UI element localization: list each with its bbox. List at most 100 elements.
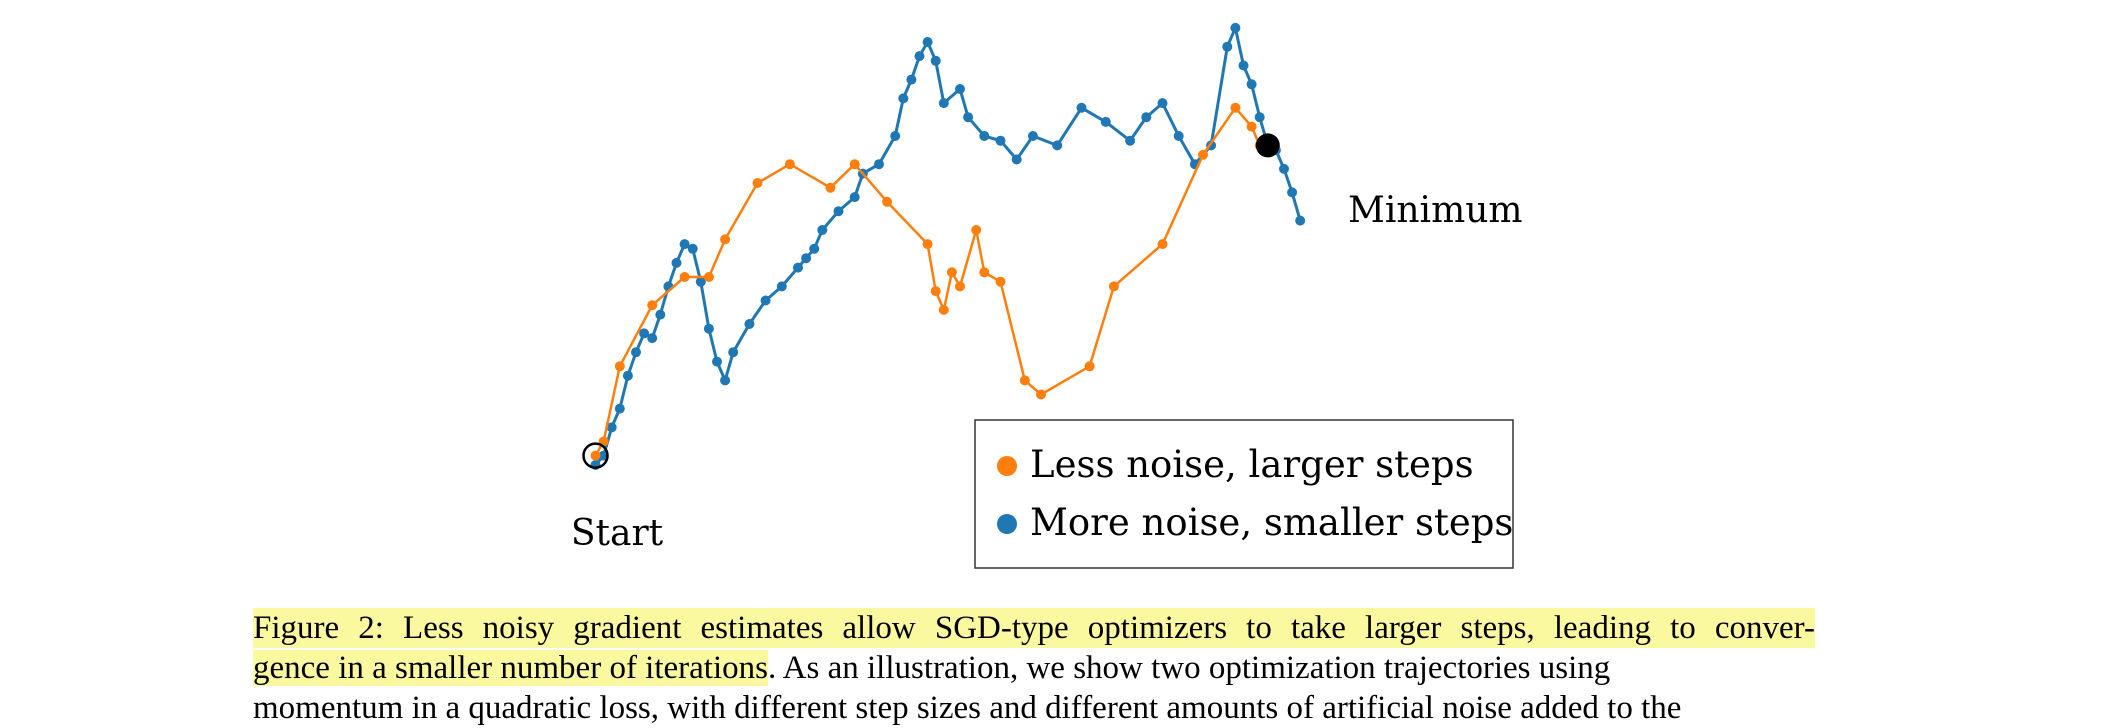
- more-noise-point: [720, 375, 731, 386]
- more-noise-point: [1125, 135, 1136, 146]
- less-noise-point: [784, 159, 795, 170]
- more-noise-point: [606, 422, 617, 433]
- less-noise-point: [590, 450, 601, 461]
- figure-caption: Figure 2: Less noisy gradient estimates …: [253, 608, 1815, 728]
- more-noise-point: [1157, 98, 1168, 109]
- more-noise-point: [695, 276, 706, 287]
- more-noise-point: [1238, 60, 1249, 71]
- more-noise-point: [801, 253, 812, 264]
- more-noise-point: [849, 192, 860, 203]
- more-noise-point: [922, 37, 933, 47]
- less-noise-point: [720, 234, 731, 245]
- more-noise-point: [679, 239, 690, 250]
- more-noise-point: [622, 370, 633, 381]
- more-noise-line: [594, 26, 1302, 466]
- more-noise-point: [631, 347, 641, 358]
- less-noise-point: [946, 267, 957, 278]
- less-noise-point: [1230, 102, 1241, 113]
- less-noise-point: [938, 304, 949, 315]
- less-noise-point: [922, 239, 933, 250]
- less-noise-point: [614, 361, 625, 372]
- more-noise-point: [963, 112, 974, 123]
- less-noise-point: [1036, 389, 1046, 400]
- less-noise-point: [647, 300, 658, 311]
- series-less-noise: [590, 102, 1273, 461]
- trajectory-figure: Start Minimum Less noise, larger steps M…: [571, 22, 1523, 569]
- more-noise-point: [914, 51, 925, 62]
- more-noise-point: [647, 333, 658, 344]
- minimum-label: Minimum: [1348, 190, 1523, 231]
- less-noise-point: [1246, 121, 1257, 132]
- more-noise-point: [776, 281, 787, 292]
- less-noise-point: [882, 196, 893, 207]
- legend-marker-less-noise: [997, 456, 1017, 476]
- less-noise-point: [752, 178, 763, 188]
- more-noise-point: [760, 295, 771, 306]
- legend-marker-more-noise: [997, 514, 1017, 534]
- less-noise-point: [679, 272, 690, 282]
- more-noise-point: [1011, 154, 1022, 165]
- less-noise-point: [1084, 361, 1095, 372]
- more-noise-point: [809, 243, 820, 254]
- more-noise-point: [1254, 112, 1265, 123]
- more-noise-point: [1279, 163, 1289, 174]
- more-noise-point: [671, 257, 682, 268]
- more-noise-point: [655, 309, 666, 320]
- more-noise-point: [930, 55, 941, 66]
- more-noise-point: [703, 323, 714, 334]
- more-noise-point: [1222, 41, 1233, 52]
- more-noise-point: [995, 135, 1006, 146]
- more-noise-point: [955, 84, 965, 94]
- less-noise-point: [1198, 149, 1208, 160]
- less-noise-point: [971, 225, 982, 235]
- more-noise-point: [1141, 112, 1152, 123]
- less-noise-point: [1157, 239, 1168, 250]
- more-noise-point: [1230, 22, 1241, 33]
- less-noise-point: [825, 182, 836, 193]
- more-noise-point: [639, 328, 650, 339]
- caption-line-2: gence in a smaller number of iterations.…: [253, 648, 1815, 688]
- more-noise-point: [1295, 215, 1306, 226]
- caption-line-2-rest: . As an illustration, we show two optimi…: [767, 650, 1611, 686]
- less-noise-point: [703, 272, 714, 282]
- more-noise-point: [874, 159, 884, 170]
- more-noise-point: [890, 131, 901, 141]
- more-noise-point: [687, 243, 698, 254]
- more-noise-point: [1287, 187, 1298, 198]
- less-noise-point: [1019, 375, 1030, 386]
- more-noise-point: [979, 131, 990, 141]
- less-noise-point: [1108, 281, 1119, 292]
- series-more-noise: [590, 22, 1306, 470]
- less-noise-point: [955, 281, 965, 292]
- more-noise-point: [744, 319, 755, 329]
- less-noise-point: [849, 159, 860, 170]
- more-noise-point: [728, 347, 739, 358]
- more-noise-point: [712, 356, 722, 367]
- more-noise-point: [938, 98, 949, 109]
- caption-line-3: momentum in a quadratic loss, with diffe…: [253, 690, 1682, 726]
- more-noise-point: [1246, 79, 1257, 90]
- more-noise-point: [614, 403, 625, 414]
- less-noise-point: [995, 276, 1006, 287]
- more-noise-point: [793, 262, 803, 273]
- more-noise-point: [1076, 102, 1087, 113]
- minimum-marker: [1255, 133, 1280, 158]
- start-marker: [582, 442, 609, 469]
- more-noise-point: [833, 206, 844, 217]
- more-noise-point: [1052, 140, 1063, 151]
- more-noise-point: [1027, 131, 1038, 141]
- caption-line-1: Figure 2: Less noisy gradient estimates …: [253, 608, 1815, 648]
- legend-label-less-noise: Less noise, larger steps: [1030, 443, 1474, 486]
- less-noise-point: [979, 267, 990, 278]
- more-noise-point: [1100, 116, 1111, 127]
- less-noise-point: [930, 286, 941, 297]
- legend: Less noise, larger steps More noise, sma…: [974, 419, 1514, 569]
- more-noise-point: [898, 93, 909, 104]
- caption-highlight: gence in a smaller number of iterations: [253, 650, 768, 686]
- legend-label-more-noise: More noise, smaller steps: [1030, 501, 1513, 544]
- more-noise-point: [906, 74, 917, 85]
- more-noise-point: [817, 225, 828, 235]
- more-noise-point: [1173, 131, 1184, 141]
- start-label: Start: [571, 513, 664, 554]
- legend-box: [974, 419, 1514, 569]
